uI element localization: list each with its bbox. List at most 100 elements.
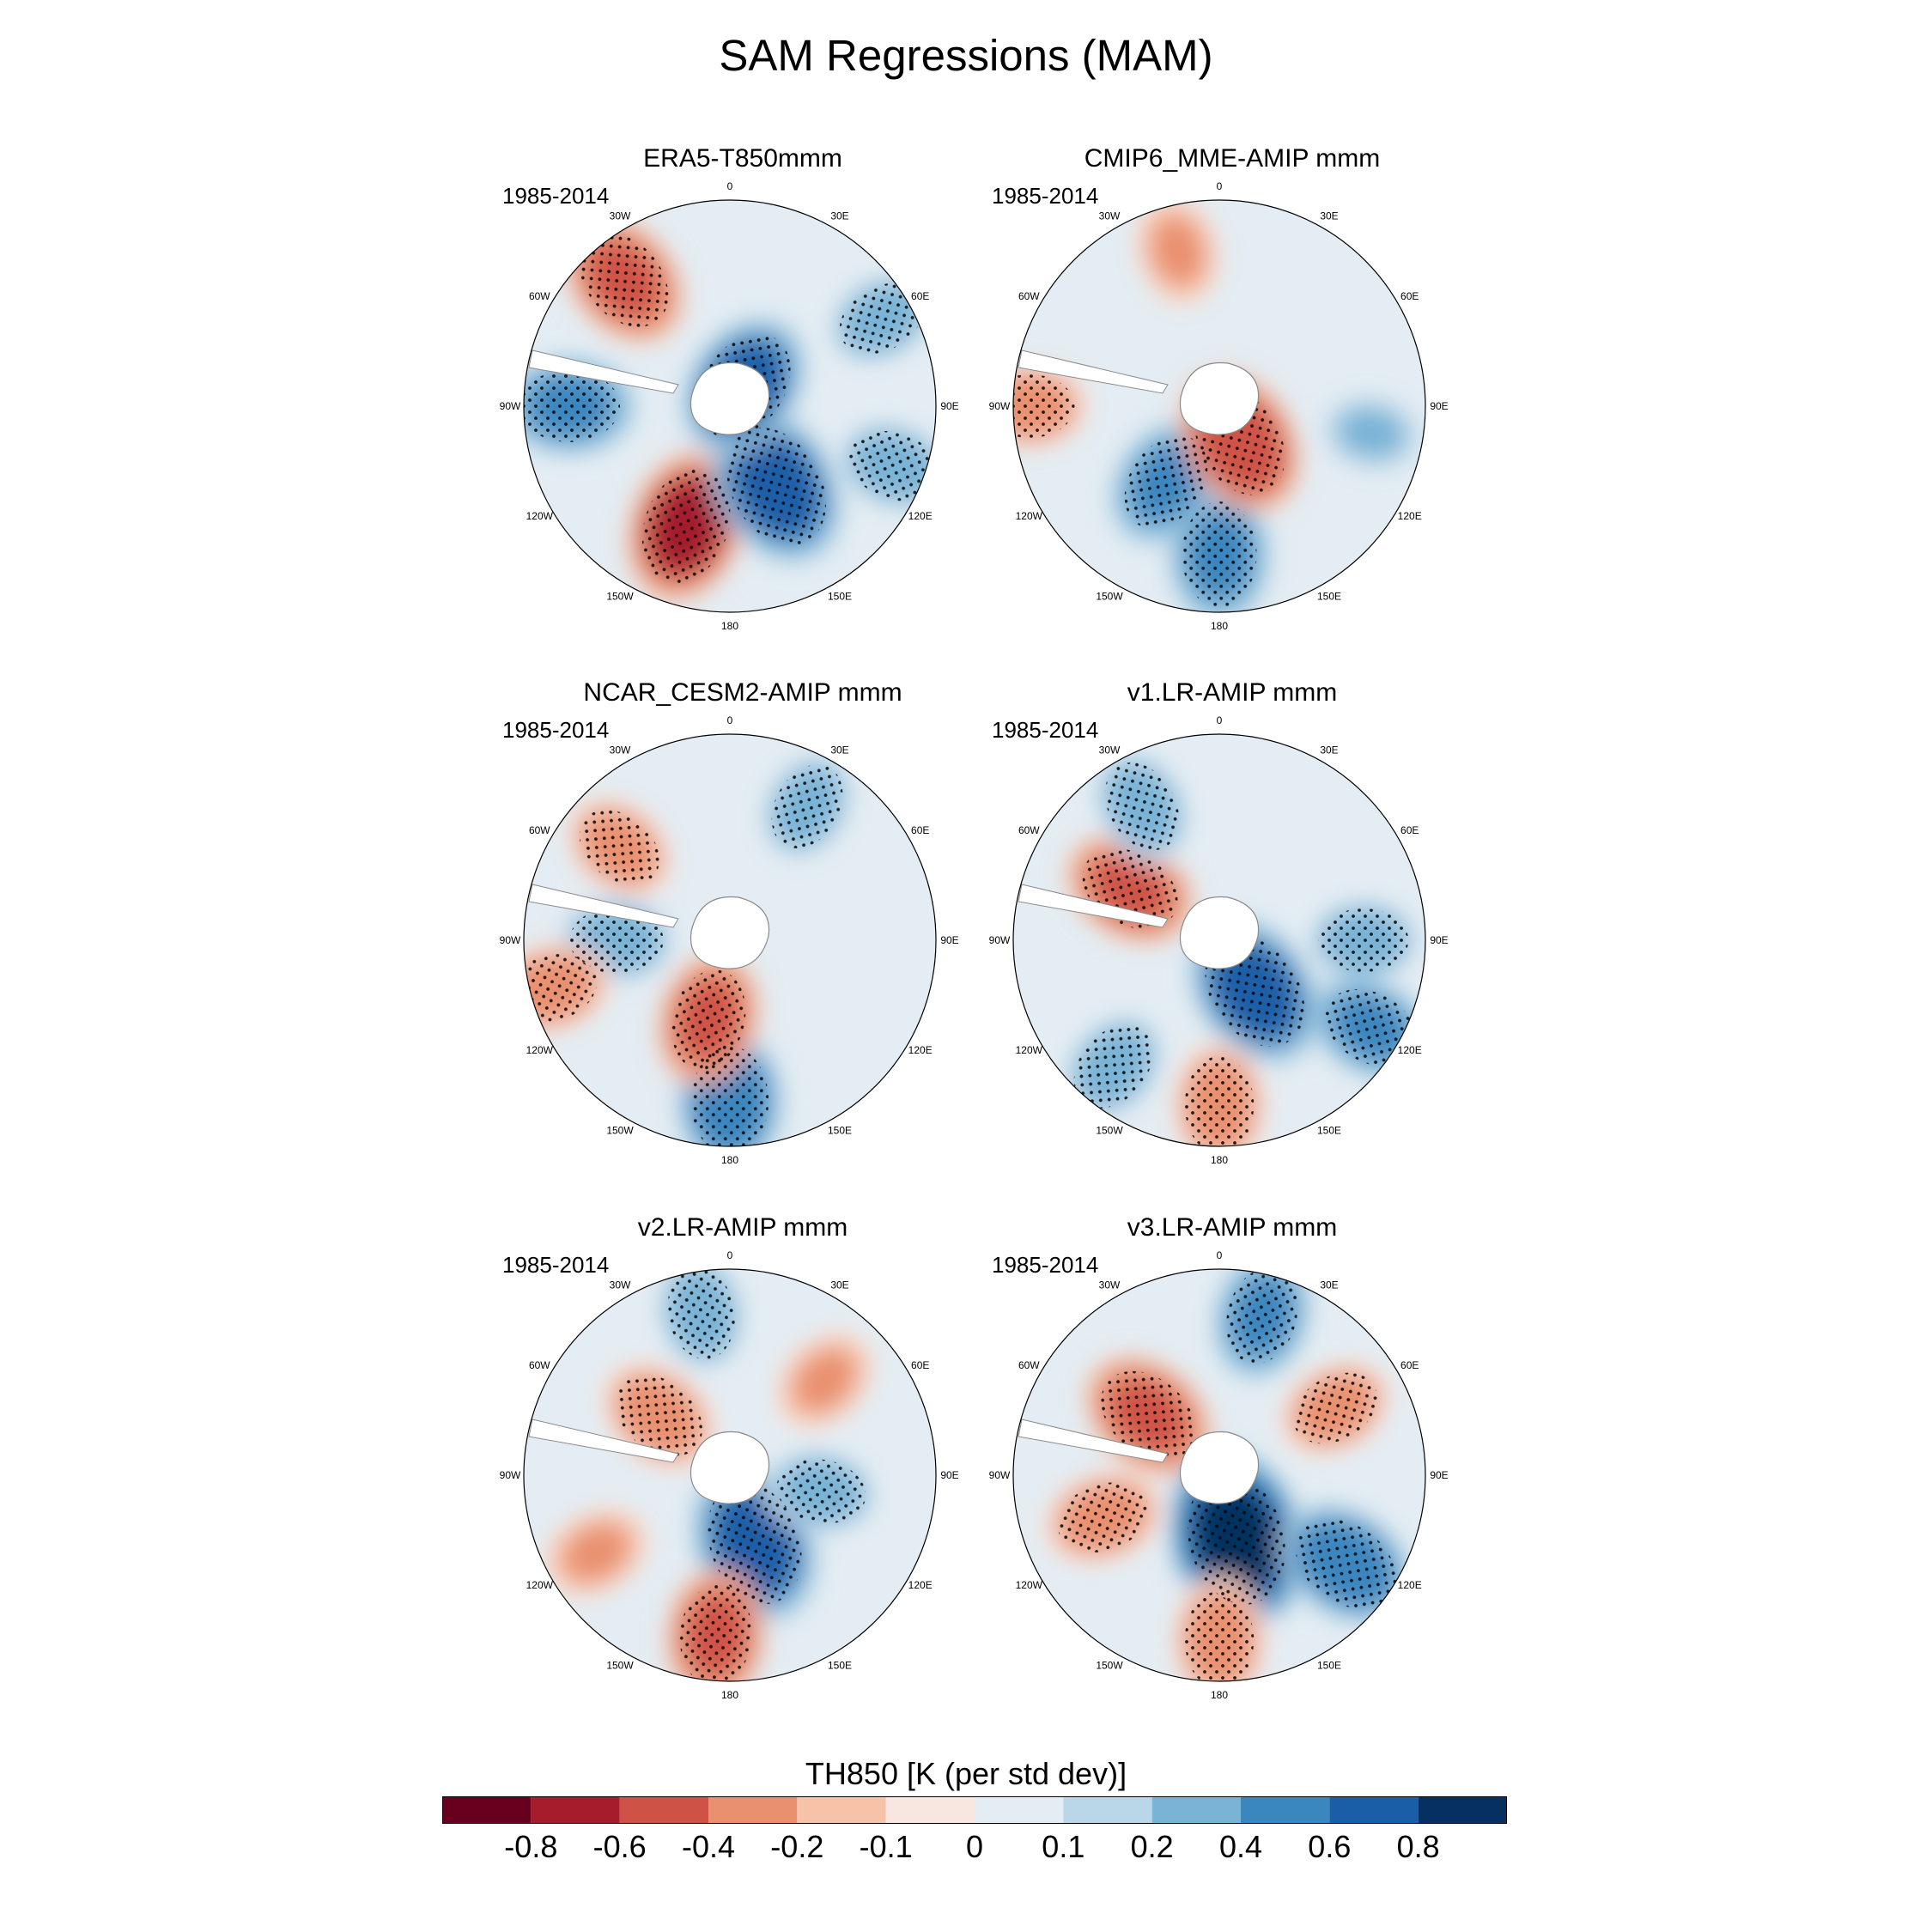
significance-stipple (690, 1046, 769, 1146)
colorbar-swatch (1241, 1796, 1330, 1824)
significance-stipple (579, 233, 669, 327)
longitude-label: 90E (1430, 400, 1448, 412)
anomaly-blob (1338, 407, 1406, 459)
significance-stipple (569, 907, 664, 974)
map-border (523, 199, 937, 613)
map-border (1012, 733, 1426, 1147)
longitude-label: 0 (727, 714, 733, 726)
significance-stipple (1188, 1473, 1285, 1605)
colorbar-tick-label: 0.8 (1396, 1829, 1440, 1864)
significance-stipple (1325, 989, 1417, 1066)
map-panel: v3.LR-AMIP mmm 1985-2014 0 30E 60E 90E 120E 150… (989, 1213, 1473, 1728)
map-panel: ERA5-T850mmm 1985-2014 0 30E 60E 90E 120E 150E 1… (500, 144, 983, 659)
polar-map: 0 30E 60E 90E 120E 150E 180 150W 120W 90W 60W 30W (500, 714, 959, 1166)
panel-title: v1.LR-AMIP mmm (1127, 678, 1338, 707)
longitude-label: 180 (1211, 1689, 1228, 1701)
colorbar-swatch (1063, 1796, 1152, 1824)
longitude-label: 150W (606, 1660, 634, 1672)
significance-stipple (1184, 1056, 1255, 1146)
colorbar-tick-label: 0 (965, 1829, 984, 1864)
longitude-label: 120E (1398, 1579, 1422, 1591)
longitude-label: 0 (1217, 714, 1223, 726)
significance-stipple (1318, 908, 1409, 972)
longitude-label: 60W (1018, 824, 1040, 836)
panel-period: 1985-2014 (992, 183, 1099, 209)
longitude-label: 30W (610, 210, 631, 222)
longitude-label: 180 (721, 620, 738, 632)
anomaly-blob (793, 1349, 856, 1412)
colorbar-swatch (1418, 1796, 1507, 1824)
longitude-label: 120W (526, 1579, 554, 1591)
map-panel: CMIP6_MME-AMIP mmm 1985-2014 0 30E 60E 90E 120… (989, 144, 1473, 659)
colorbar-tick-label: 0.2 (1130, 1829, 1174, 1864)
significance-stipple (1124, 435, 1208, 529)
colorbar-swatch (619, 1796, 708, 1824)
colorbar-swatch (797, 1796, 886, 1824)
panel-period: 1985-2014 (502, 183, 610, 209)
longitude-label: 120W (526, 510, 554, 522)
longitude-label: 150E (828, 1660, 852, 1672)
polar-map: 0 30E 60E 90E 120E 150E 180 150W 120W 90W 60W 30W (989, 714, 1449, 1166)
longitude-label: 120W (1016, 1579, 1043, 1591)
significance-stipple (1073, 1024, 1153, 1109)
longitude-label: 180 (721, 1154, 738, 1166)
antarctica-mask (1179, 896, 1260, 969)
antarctica-mask (1179, 1431, 1260, 1504)
polar-map: 0 30E 60E 90E 120E 150E 180 150W 120W 90W 60W 30W (989, 180, 1449, 632)
panel-title: NCAR_CESM2-AMIP mmm (583, 678, 902, 707)
longitude-label: 120E (1398, 1044, 1422, 1056)
panel-period: 1985-2014 (992, 1252, 1099, 1278)
longitude-label: 90W (989, 1469, 1011, 1481)
longitude-label: 150W (1096, 1660, 1123, 1672)
map-border (523, 733, 937, 1147)
longitude-label: 180 (721, 1689, 738, 1701)
colorbar-swatch (708, 1796, 798, 1824)
south-america-coast (528, 884, 679, 928)
antarctica-mask (690, 1431, 770, 1504)
panel-title: ERA5-T850mmm (643, 144, 842, 173)
south-america-coast (1018, 349, 1169, 394)
longitude-label: 60W (529, 824, 550, 836)
longitude-label: 60E (1400, 290, 1419, 302)
significance-stipple (1013, 374, 1075, 438)
longitude-label: 30W (1099, 1279, 1121, 1291)
longitude-label: 60W (1018, 1359, 1040, 1371)
polar-map: 0 30E 60E 90E 120E 150E 180 150W 120W 90W 60W 30W (500, 180, 959, 632)
significance-stipple (667, 1269, 735, 1360)
significance-stipple (1184, 1591, 1255, 1681)
panel-period: 1985-2014 (992, 717, 1099, 743)
longitude-label: 150W (1096, 591, 1123, 603)
longitude-label: 120E (1398, 510, 1422, 522)
longitude-label: 90W (500, 1469, 521, 1481)
longitude-label: 90W (500, 934, 521, 946)
colorbar-tick-label: -0.4 (681, 1829, 736, 1864)
colorbar-swatch (442, 1796, 532, 1824)
longitude-label: 60E (911, 824, 929, 836)
significance-stipple (1057, 1482, 1149, 1553)
longitude-label: 90E (1430, 934, 1448, 946)
longitude-label: 60W (1018, 290, 1040, 302)
map-panel: v2.LR-AMIP mmm 1985-2014 0 30E 60E 90E 120E 150… (500, 1213, 983, 1728)
significance-stipple (771, 764, 843, 849)
panel-title: v2.LR-AMIP mmm (637, 1213, 848, 1242)
antarctica-mask (690, 361, 770, 435)
map-border (1012, 1268, 1426, 1682)
anomaly-blob (562, 1523, 629, 1582)
longitude-label: 60E (911, 1359, 929, 1371)
longitude-label: 150E (1317, 591, 1341, 603)
colorbar-title: TH850 [K (per std dev)] (805, 1756, 1127, 1791)
colorbar-swatch (1329, 1796, 1419, 1824)
longitude-label: 90W (989, 400, 1011, 412)
longitude-label: 30E (830, 744, 848, 756)
longitude-label: 60E (1400, 1359, 1419, 1371)
longitude-label: 120E (908, 510, 933, 522)
significance-stipple (848, 431, 936, 501)
longitude-label: 180 (1211, 620, 1228, 632)
polar-map: 0 30E 60E 90E 120E 150E 180 150W 120W 90W 60W 30W (989, 1249, 1449, 1701)
significance-stipple (615, 1374, 702, 1457)
longitude-label: 30W (610, 744, 631, 756)
panel-title: CMIP6_MME-AMIP mmm (1084, 144, 1381, 173)
colorbar-tick-label: -0.1 (859, 1829, 913, 1864)
polar-map: 0 30E 60E 90E 120E 150E 180 150W 120W 90W 60W 30W (500, 1249, 959, 1701)
map-border (1012, 199, 1426, 613)
